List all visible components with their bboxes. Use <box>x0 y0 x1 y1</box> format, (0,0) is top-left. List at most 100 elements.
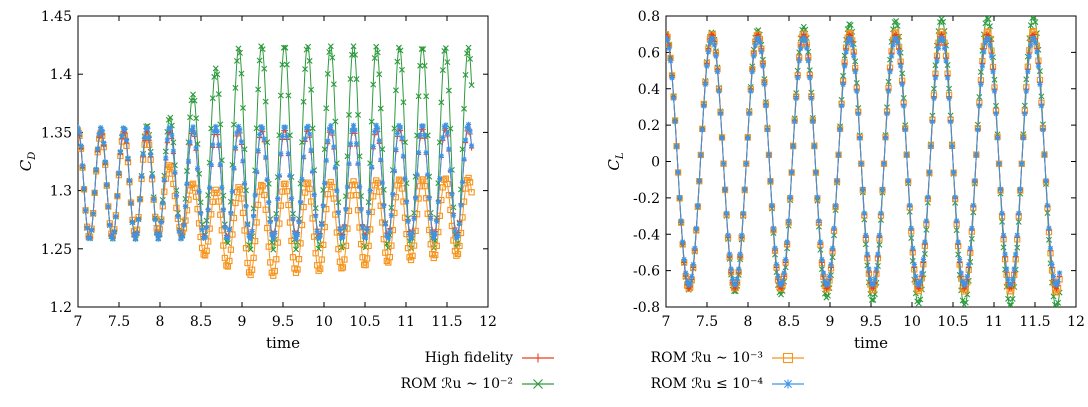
data-point <box>858 161 864 167</box>
data-point <box>165 162 172 169</box>
data-point <box>1025 69 1031 75</box>
data-point <box>854 88 860 94</box>
data-point <box>102 159 108 165</box>
data-point <box>693 225 699 231</box>
x-tick-label: 10 <box>315 314 333 330</box>
data-point <box>1028 42 1034 48</box>
data-point <box>234 130 240 136</box>
data-point <box>1022 111 1028 117</box>
data-point <box>135 217 142 223</box>
data-point <box>456 221 463 227</box>
data-point <box>108 234 114 240</box>
data-point <box>469 143 475 149</box>
data-point <box>672 119 678 125</box>
data-point <box>779 278 786 285</box>
data-point <box>985 36 992 42</box>
data-point <box>337 226 343 232</box>
data-point <box>259 183 266 190</box>
data-point <box>416 149 422 156</box>
data-point <box>288 196 295 202</box>
data-point <box>893 35 899 41</box>
data-point <box>796 58 802 64</box>
data-point <box>966 261 972 268</box>
data-point <box>421 62 428 69</box>
data-point <box>284 133 290 140</box>
data-point <box>155 236 161 242</box>
data-point <box>988 53 995 59</box>
data-point <box>300 98 307 105</box>
data-point <box>804 45 810 51</box>
data-point <box>364 226 370 232</box>
drag-coefficient-panel: 7 7.5 8 8.5 9 9.5 10 10.5 11 11.5 12 1.2 1.25 1.3 1.35… <box>17 9 497 352</box>
data-point <box>191 97 198 104</box>
data-point <box>870 281 876 288</box>
data-point <box>299 176 305 182</box>
data-point <box>376 71 383 78</box>
data-point <box>292 269 300 276</box>
data-point <box>329 54 336 61</box>
data-point <box>208 211 215 218</box>
data-point <box>260 125 266 131</box>
data-point <box>798 45 804 51</box>
x-axis-label: time <box>266 334 300 352</box>
data-point <box>1040 127 1046 133</box>
data-point <box>217 121 224 128</box>
y-tick-label: 0.6 <box>638 45 660 61</box>
data-point <box>1055 299 1062 306</box>
data-point <box>209 95 216 102</box>
legend-label: ROM ℛu ∼ 10⁻² <box>401 376 513 392</box>
data-point <box>293 246 299 253</box>
data-point <box>188 127 195 133</box>
data-point <box>137 196 143 203</box>
data-point <box>184 168 190 175</box>
data-point <box>848 36 854 42</box>
data-point <box>205 238 212 245</box>
data-point <box>266 199 272 206</box>
data-point <box>899 70 906 77</box>
data-point <box>185 158 192 164</box>
legend-label: ROM ℛu ∼ 10⁻³ <box>651 350 763 366</box>
data-point <box>262 206 269 213</box>
data-point <box>238 70 245 77</box>
data-point <box>314 228 320 234</box>
data-point <box>227 246 235 253</box>
data-point <box>444 130 450 136</box>
data-point <box>667 58 674 64</box>
x-tick-label: 7.5 <box>108 314 130 330</box>
data-point <box>191 184 198 192</box>
data-point <box>467 128 473 134</box>
data-point <box>739 232 745 238</box>
data-point <box>214 71 221 78</box>
data-point <box>466 179 474 186</box>
data-point <box>681 256 687 263</box>
data-point <box>1000 244 1007 251</box>
data-point <box>376 138 382 144</box>
data-point <box>214 128 220 134</box>
data-point <box>93 166 99 172</box>
data-point <box>875 251 881 257</box>
data-point <box>666 31 669 37</box>
data-point <box>202 234 208 241</box>
data-point <box>345 111 352 118</box>
data-point <box>1005 295 1012 302</box>
data-point <box>758 49 764 55</box>
data-point <box>940 18 947 25</box>
data-point <box>382 221 388 227</box>
data-point <box>398 185 406 192</box>
data-point <box>404 244 412 252</box>
data-point <box>298 221 306 229</box>
data-point <box>134 231 140 237</box>
data-point <box>378 157 384 163</box>
data-point <box>78 143 84 149</box>
data-point <box>1009 295 1016 302</box>
data-point <box>814 194 820 200</box>
data-point <box>728 266 734 272</box>
data-point <box>181 222 187 228</box>
data-point <box>388 213 394 219</box>
data-point <box>104 181 110 188</box>
data-point <box>959 297 966 304</box>
data-point <box>161 188 168 195</box>
data-point <box>922 239 928 245</box>
data-point <box>167 163 174 171</box>
data-point <box>425 172 431 178</box>
